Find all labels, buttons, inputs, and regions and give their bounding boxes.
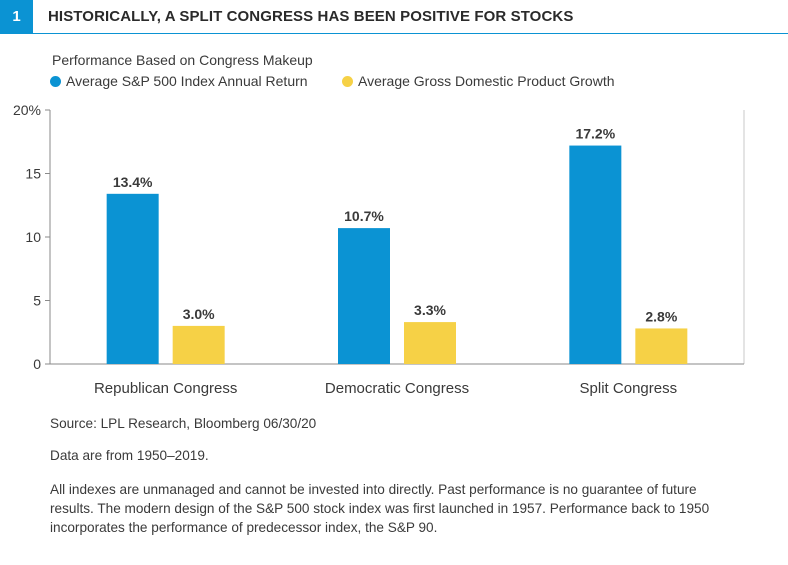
figure-header: 1 HISTORICALLY, A SPLIT CONGRESS HAS BEE… [0, 0, 788, 34]
header-rule [0, 33, 788, 34]
x-category-label: Republican Congress [94, 380, 237, 397]
y-tick-label: 20% [13, 102, 41, 118]
y-tick-label: 0 [33, 356, 41, 372]
data-label-gdp: 2.8% [645, 308, 677, 324]
data-label-sp500: 10.7% [344, 208, 384, 224]
data-label-gdp: 3.3% [414, 302, 446, 318]
bar-gdp [404, 322, 456, 364]
data-label-sp500: 13.4% [113, 174, 153, 190]
bar-sp500 [569, 145, 622, 364]
bar-chart: 0 5 10 15 20% 13.4% 3.0% Republican Congress 10.… [13, 102, 745, 397]
y-tick-label: 10 [25, 229, 41, 245]
data-label-gdp: 3.0% [183, 306, 215, 322]
legend-label-sp500: Average S&P 500 Index Annual Return [66, 73, 308, 89]
legend-swatch-gdp [342, 76, 353, 87]
y-tick-label: 15 [25, 166, 41, 182]
legend-label-gdp: Average Gross Domestic Product Growth [358, 73, 615, 89]
bar-gdp [172, 325, 225, 364]
chart-subtitle: Performance Based on Congress Makeup [52, 52, 313, 68]
bar-gdp [635, 328, 688, 364]
bar-sp500 [106, 193, 159, 364]
bar-sp500 [338, 228, 390, 364]
y-tick-label: 5 [33, 293, 41, 309]
figure-number-badge: 1 [0, 0, 33, 34]
source-note: Source: LPL Research, Bloomberg 06/30/20 [50, 416, 317, 431]
legend-swatch-sp500 [50, 76, 61, 87]
x-category-label: Democratic Congress [325, 380, 469, 397]
data-range-note: Data are from 1950–2019. [50, 448, 209, 463]
x-category-label: Split Congress [580, 380, 678, 397]
data-label-sp500: 17.2% [575, 126, 615, 142]
figure-title: HISTORICALLY, A SPLIT CONGRESS HAS BEEN … [48, 8, 574, 25]
disclaimer-note: All indexes are unmanaged and cannot be … [50, 482, 710, 535]
